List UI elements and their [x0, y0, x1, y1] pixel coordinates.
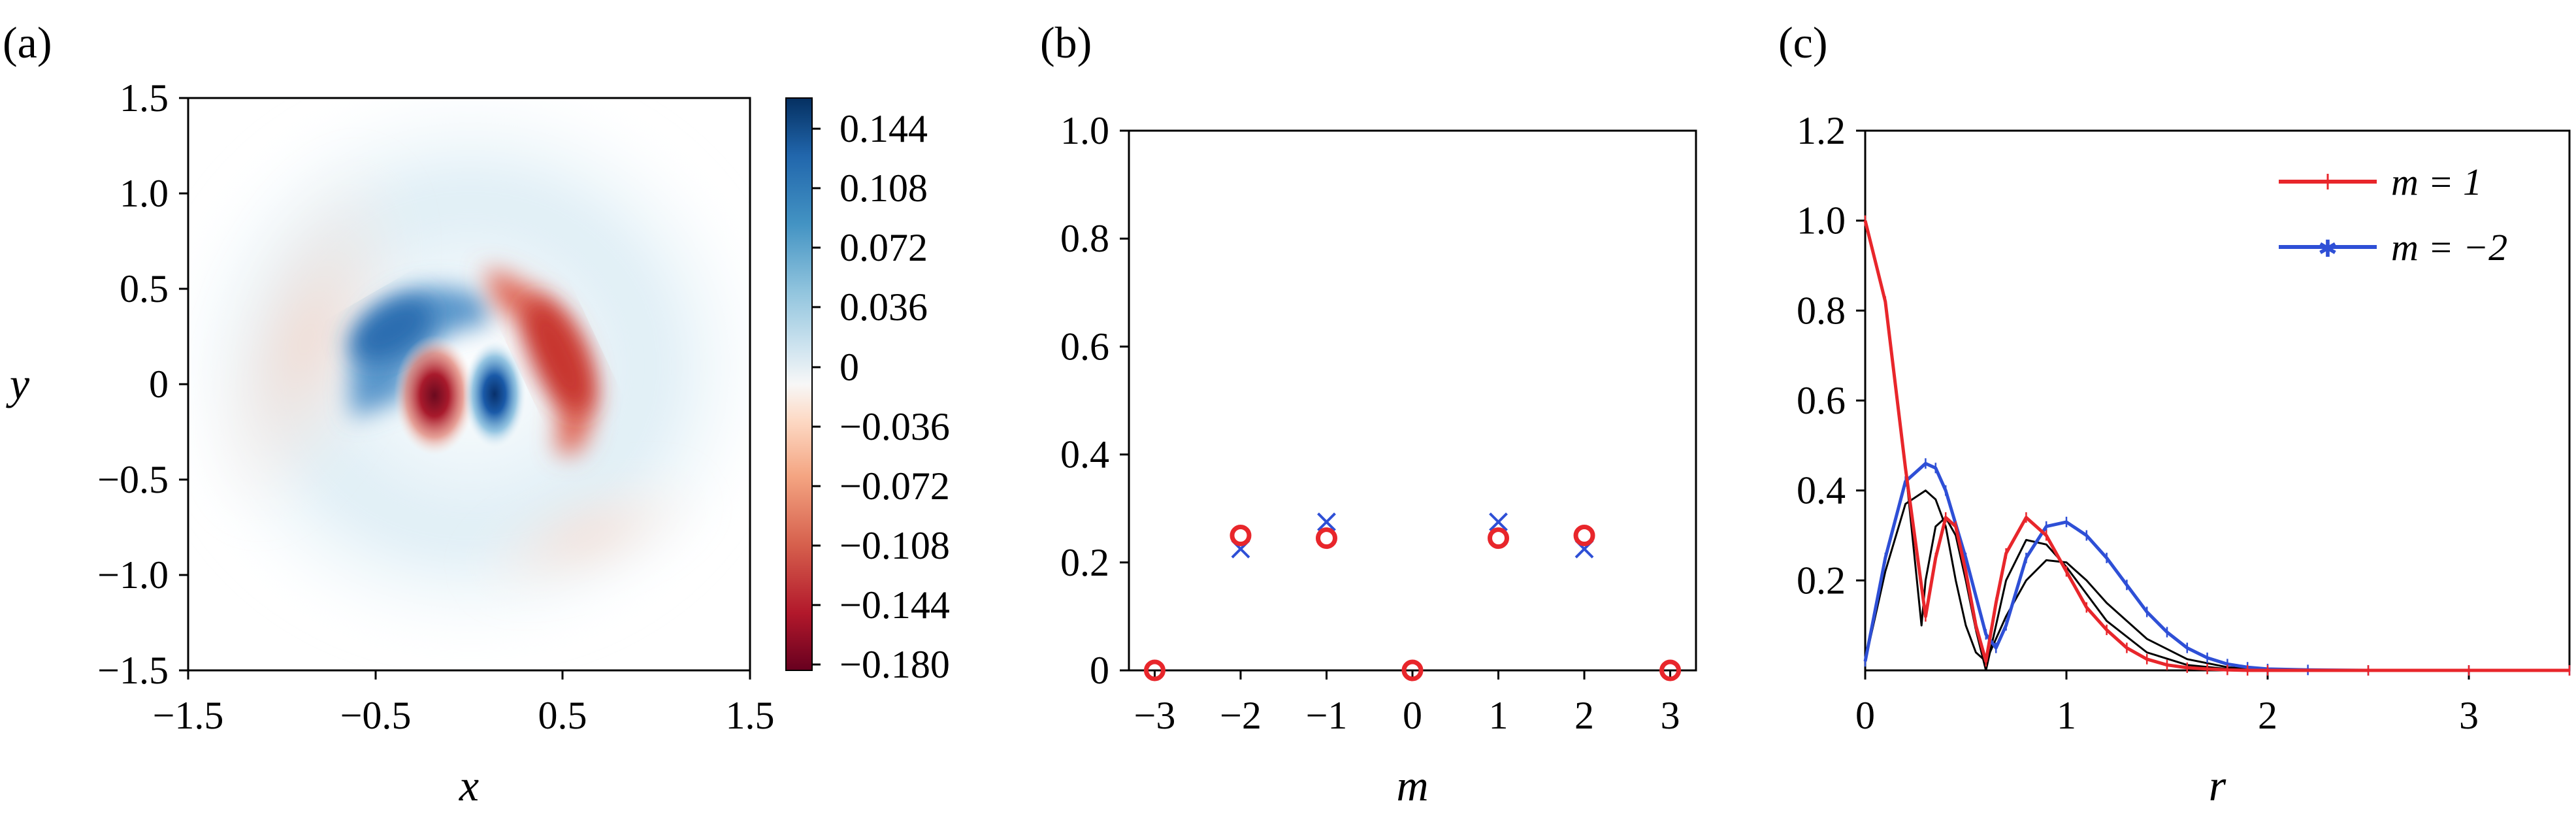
y-tick-label: 1.0 — [1060, 109, 1109, 152]
panel-c-line: (c) 0 1 2 3 1.2 1.0 0.8 0.6 0.4 0.2 r m = 1 ✱ m … — [1778, 18, 2571, 810]
x-tick-label: 0.5 — [538, 694, 587, 737]
legend-label-m1: m = 1 — [2391, 161, 2482, 203]
panel-c-series — [1863, 215, 2571, 676]
y-tick-label: 0.6 — [1060, 325, 1109, 368]
y-tick-label: −1.0 — [97, 553, 169, 597]
series-line — [1864, 489, 2569, 672]
series-line — [1864, 220, 2569, 672]
colorbar-tick-label: −0.072 — [840, 465, 950, 508]
panel-c-xticks: 0 1 2 3 — [1855, 670, 2479, 737]
colorbar — [785, 97, 813, 671]
y-tick-label: 0 — [1090, 649, 1109, 692]
panel-c-legend: m = 1 ✱ m = −2 — [2279, 161, 2507, 269]
y-tick-label: 0.6 — [1797, 379, 1846, 422]
colorbar-tick-label: −0.036 — [840, 405, 950, 448]
panel-b-scatter: (b) −3 −2 −1 0 1 2 3 1.0 0.8 0.6 0.4 0.2 0 m — [1040, 18, 1697, 810]
x-tick-label: 1 — [2057, 694, 2076, 737]
heatmap-field — [188, 98, 750, 653]
faint-pink-arc-left — [203, 153, 412, 527]
colorbar-tick-label: 0.144 — [840, 107, 928, 150]
faint-pink-arc-lower — [470, 475, 706, 597]
circle-marker — [1488, 527, 1510, 549]
red-arc — [483, 268, 593, 455]
y-tick-label: 1.0 — [120, 172, 169, 215]
circle-marker — [1401, 659, 1424, 681]
y-tick-label: 1.5 — [120, 76, 169, 120]
legend-swatch-star-icon: ✱ — [2318, 236, 2338, 262]
circle-marker — [1659, 659, 1682, 681]
panel-b-xlabel: m — [1396, 761, 1428, 810]
x-tick-label: 3 — [1661, 694, 1680, 737]
colorbar-tick-label: −0.108 — [840, 524, 950, 567]
colorbar-ticks: 0.144 0.108 0.072 0.036 0 −0.036 −0.072 … — [812, 107, 950, 686]
x-tick-label: −1 — [1306, 694, 1348, 737]
y-tick-label: 0.4 — [1060, 433, 1109, 476]
panel-a-xlabel: x — [459, 761, 479, 810]
y-tick-label: −1.5 — [97, 649, 169, 692]
circle-marker — [1315, 527, 1337, 549]
red-arc-core — [523, 299, 595, 414]
colorbar-tick-label: 0 — [840, 346, 859, 389]
y-tick-label: 1.0 — [1797, 199, 1846, 242]
x-tick-label: −3 — [1134, 694, 1176, 737]
blue-core — [463, 340, 526, 448]
colorbar-tick-label: −0.180 — [840, 643, 950, 686]
y-tick-label: 0.2 — [1797, 559, 1846, 602]
y-tick-label: 1.2 — [1797, 109, 1846, 152]
x-tick-label: −1.5 — [153, 694, 224, 737]
x-tick-label: −0.5 — [340, 694, 412, 737]
y-tick-label: 0.4 — [1797, 469, 1846, 512]
y-tick-label: 0.8 — [1060, 217, 1109, 260]
panel-b-yticks: 1.0 0.8 0.6 0.4 0.2 0 — [1060, 109, 1129, 692]
panel-b-label: (b) — [1040, 18, 1092, 67]
panel-a-heatmap: (a) −1.5 −0.5 0.5 1.5 — [3, 18, 950, 810]
panel-c-xlabel: r — [2209, 761, 2226, 810]
panel-b-xticks: −3 −2 −1 0 1 2 3 — [1134, 670, 1680, 737]
cross-marker — [1489, 512, 1508, 532]
x-tick-label: 2 — [1574, 694, 1594, 737]
x-tick-label: 1 — [1489, 694, 1508, 737]
circle-marker — [1573, 525, 1595, 546]
panel-b-markers — [1143, 512, 1682, 681]
panel-c-frame — [1864, 129, 2571, 672]
y-tick-label: 0.8 — [1797, 289, 1846, 332]
y-tick-label: 0 — [149, 363, 169, 406]
x-tick-label: 1.5 — [726, 694, 775, 737]
panel-c-yticks: 1.2 1.0 0.8 0.6 0.4 0.2 — [1797, 109, 1865, 602]
y-tick-label: 0.5 — [120, 267, 169, 310]
legend-label-m-2: m = −2 — [2391, 226, 2507, 269]
x-tick-label: 0 — [1403, 694, 1422, 737]
panel-a-xticks: −1.5 −0.5 0.5 1.5 — [153, 670, 775, 737]
cross-marker — [1317, 512, 1336, 532]
panel-a-ylabel: y — [6, 359, 30, 408]
circle-marker — [1143, 659, 1166, 681]
panel-b-frame — [1128, 129, 1697, 672]
colorbar-tick-label: 0.036 — [840, 286, 928, 329]
x-tick-label: 2 — [2258, 694, 2277, 737]
x-tick-label: 0 — [1855, 694, 1875, 737]
y-tick-label: −0.5 — [97, 458, 169, 501]
x-tick-label: −2 — [1220, 694, 1262, 737]
circle-marker — [1230, 525, 1252, 546]
panel-a-label: (a) — [3, 18, 52, 67]
y-tick-label: 0.2 — [1060, 541, 1109, 584]
colorbar-tick-label: 0.108 — [840, 167, 928, 210]
colorbar-tick-label: 0.072 — [840, 226, 928, 269]
x-tick-label: 3 — [2459, 694, 2479, 737]
panel-c-label: (c) — [1778, 18, 1827, 67]
series-line — [1863, 220, 2569, 672]
red-core — [394, 335, 475, 455]
colorbar-tick-label: −0.144 — [840, 583, 950, 627]
panel-a-yticks: 1.5 1.0 0.5 0 −0.5 −1.0 −1.5 — [97, 76, 188, 692]
